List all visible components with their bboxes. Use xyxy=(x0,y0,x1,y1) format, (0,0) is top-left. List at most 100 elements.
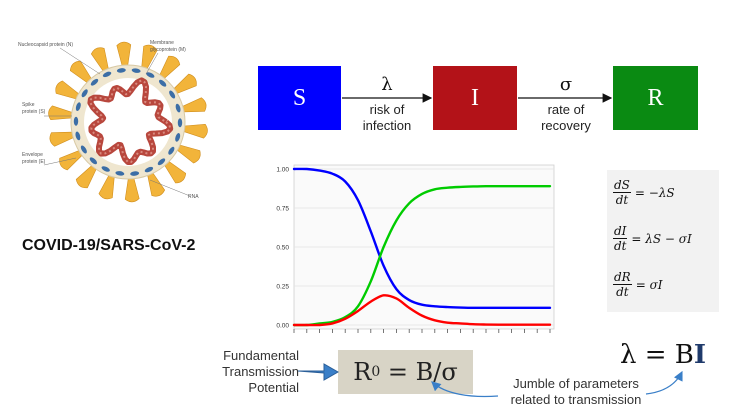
label-spike-1: Spike xyxy=(22,102,35,108)
sigma-symbol: σ xyxy=(559,74,573,95)
lambda-formula: λ = BI xyxy=(620,340,706,370)
chart-series-line-2 xyxy=(292,294,552,327)
eq2-denominator: dt xyxy=(613,239,627,253)
label-nucleocapsid: Nucleocapsid protein (N) xyxy=(18,42,74,48)
spike-protein xyxy=(124,176,140,203)
lambda-formula-lhs: λ = B xyxy=(620,340,694,370)
label-leader-line xyxy=(145,52,159,75)
eq1-rhs: = −λS xyxy=(634,185,675,200)
equation-dr: dR dt = σI xyxy=(613,270,663,299)
lambda-text-2: infection xyxy=(362,118,412,133)
membrane-glycoprotein xyxy=(158,79,167,87)
chart-ytick-label: 0.00 xyxy=(276,323,289,330)
sir-equations: dS dt = −λS dI dt = λS − σI dR dt = σI xyxy=(607,170,719,312)
jumble-note: Jumble of parameters related to transmis… xyxy=(496,376,656,408)
membrane-glycoprotein xyxy=(175,133,181,142)
jumble-line-2: related to transmission xyxy=(510,392,642,407)
spike-protein xyxy=(59,149,84,171)
membrane-glycoprotein xyxy=(75,131,81,141)
membrane-glycoprotein xyxy=(175,103,181,113)
ftp-line-3: Potential xyxy=(248,380,299,395)
spike-protein xyxy=(175,144,201,164)
spike-protein xyxy=(181,123,208,139)
sigma-description: rate of recovery xyxy=(523,102,609,134)
label-envelope-1: Envelope xyxy=(22,152,43,158)
membrane-glycoprotein xyxy=(73,116,79,126)
recovered-box: R xyxy=(613,66,698,130)
chart-ytick-label: 0.75 xyxy=(276,206,289,213)
sir-curve-chart: 1.00 0.75 0.50 0.25 0.00 xyxy=(276,164,555,333)
membrane-glycoprotein xyxy=(130,171,140,176)
spike-protein xyxy=(172,73,197,95)
eq2-numerator: dI xyxy=(613,224,628,239)
spike-protein xyxy=(180,97,207,113)
label-membrane-2: glycoprotein (M) xyxy=(150,47,186,53)
lambda-symbol: λ xyxy=(381,74,393,95)
arrow-to-r0 xyxy=(297,363,340,381)
membrane-glycoprotein xyxy=(157,158,166,166)
label-leader-line xyxy=(43,157,77,166)
membrane-glycoprotein xyxy=(75,102,81,111)
r0-rhs: = B/σ xyxy=(380,358,458,386)
virus-caption: COVID-19/SARS-CoV-2 xyxy=(22,237,196,254)
membrane-glycoprotein xyxy=(81,89,88,98)
eq3-numerator: dR xyxy=(613,270,632,285)
spike-protein xyxy=(116,41,132,68)
chart-series-line-1 xyxy=(292,184,552,327)
spike-protein xyxy=(75,164,98,189)
membrane-glycoprotein xyxy=(115,171,125,176)
label-spike-2: protein (S) xyxy=(22,109,46,115)
eq1-denominator: dt xyxy=(615,193,629,207)
fundamental-transmission-potential: Fundamental Transmission Potential xyxy=(203,348,299,396)
eq3-denominator: dt xyxy=(616,285,629,299)
infected-box: I xyxy=(433,66,517,130)
susceptible-box: S xyxy=(258,66,341,130)
membrane-glycoprotein xyxy=(131,68,141,73)
membrane-glycoprotein xyxy=(168,146,175,155)
virus-illustration: Nucleocapsid protein (N) Membrane glycop… xyxy=(0,30,240,220)
jumble-line-1: Jumble of parameters xyxy=(513,376,639,391)
eq3-rhs: = σI xyxy=(635,277,663,292)
spike-protein xyxy=(49,131,76,147)
r0-base: R xyxy=(353,358,372,386)
membrane-glycoprotein xyxy=(89,157,98,165)
membrane-glycoprotein xyxy=(169,90,176,99)
spike-protein xyxy=(98,173,115,200)
rna-strand-highlight xyxy=(89,79,172,163)
label-envelope-2: protein (E) xyxy=(22,159,46,165)
spike-protein xyxy=(163,160,187,184)
membrane-glycoprotein xyxy=(177,118,183,128)
membrane-glycoprotein xyxy=(102,71,112,78)
label-leader-line xyxy=(149,179,191,197)
spike-protein xyxy=(158,55,181,80)
chart-ytick-label: 1.00 xyxy=(276,167,289,174)
lambda-description: risk of infection xyxy=(345,102,429,134)
membrane-glycoprotein xyxy=(90,78,99,86)
chart-ytick-label: 0.25 xyxy=(276,284,289,291)
label-membrane-1: Membrane xyxy=(150,40,174,46)
ftp-line-1: Fundamental xyxy=(223,348,299,363)
label-leader-line xyxy=(59,47,101,75)
spike-protein xyxy=(48,105,75,121)
spike-protein xyxy=(55,80,81,100)
eq2-rhs: = λS − σI xyxy=(631,231,692,246)
membrane-glycoprotein xyxy=(116,68,126,73)
lambda-formula-i: I xyxy=(693,340,707,370)
sigma-text-2: recovery xyxy=(541,118,591,133)
chart-ytick-label: 0.50 xyxy=(276,245,289,252)
virus-drawing xyxy=(43,41,208,203)
membrane-glycoprotein xyxy=(146,72,155,78)
membrane-glycoprotein xyxy=(101,166,110,172)
equation-di: dI dt = λS − σI xyxy=(613,224,692,253)
label-rna: RNA xyxy=(188,194,199,200)
chart-series-line-0 xyxy=(292,167,552,310)
ftp-line-2: Transmission xyxy=(222,364,299,379)
spike-protein xyxy=(90,47,110,73)
spike-protein xyxy=(141,44,158,71)
membrane-glycoprotein xyxy=(80,145,87,154)
spike-protein xyxy=(146,171,166,197)
eq1-numerator: dS xyxy=(613,178,631,193)
r0-subscript: 0 xyxy=(371,364,381,380)
sigma-text-1: rate of xyxy=(547,102,585,117)
